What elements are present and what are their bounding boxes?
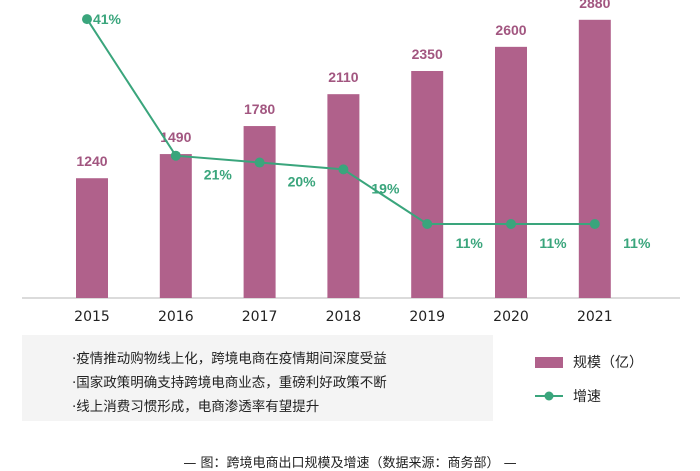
- legend-line-label: 增速: [573, 389, 601, 405]
- growth-label-2020: 11%: [539, 235, 567, 251]
- bar-label-2018: 2110: [328, 69, 359, 85]
- bar-label-2020: 2600: [495, 22, 526, 38]
- bar-label-2017: 1780: [244, 101, 275, 117]
- x-tick-2018: 2018: [326, 309, 362, 325]
- bar-2016: [159, 154, 192, 298]
- legend-bar-label: 规模（亿）: [573, 355, 643, 371]
- legend-line: 增速: [535, 386, 601, 406]
- bar-2018: [327, 94, 360, 298]
- x-tick-2021: 2021: [577, 309, 613, 325]
- growth-label-2021: 11%: [623, 235, 651, 251]
- growth-point-2016: [170, 150, 181, 161]
- growth-label-2015: 41%: [93, 11, 122, 27]
- bar-2021: [578, 19, 611, 299]
- growth-point-2019: [422, 219, 433, 229]
- note-item: ·疫情推动购物线上化，跨境电商在疫情期间深度受益: [72, 351, 387, 367]
- x-tick-2016: 2016: [158, 309, 194, 325]
- note-item: ·国家政策明确支持跨境电商业态，重磅利好政策不断: [72, 375, 387, 391]
- growth-point-2017: [254, 157, 265, 168]
- figure-caption: — 图：跨境电商出口规模及增速（数据来源：商务部） —: [183, 456, 517, 471]
- x-tick-2017: 2017: [242, 309, 278, 325]
- bar-label-2016: 1490: [160, 129, 191, 145]
- x-tick-2015: 2015: [74, 309, 110, 325]
- legend-line-marker-icon: [535, 391, 563, 401]
- growth-label-2019: 11%: [456, 235, 484, 251]
- bar-label-2019: 2350: [412, 46, 443, 62]
- x-tick-2020: 2020: [493, 309, 529, 325]
- legend-bar: 规模（亿）: [535, 352, 643, 372]
- bar-label-2015: 1240: [76, 153, 107, 169]
- growth-point-2020: [506, 219, 516, 229]
- growth-label-2018: 19%: [371, 180, 400, 196]
- growth-point-2021: [589, 219, 600, 229]
- bar-label-2021: 2880: [579, 0, 610, 11]
- bar-2019: [411, 70, 444, 299]
- bar-2015: [76, 178, 108, 298]
- notes-box: ·疫情推动购物线上化，跨境电商在疫情期间深度受益 ·国家政策明确支持跨境电商业态…: [22, 335, 493, 421]
- bar-2017: [243, 126, 276, 298]
- chart: 1240 2015 1490 2016 1780 2017 2110 2018 2350 2019…: [22, 0, 680, 325]
- growth-label-2017: 20%: [288, 174, 317, 190]
- legend-bar-swatch: [535, 356, 563, 368]
- bar-2020: [495, 46, 527, 299]
- note-item: ·线上消费习惯形成，电商渗透率有望提升: [72, 399, 320, 415]
- x-tick-2019: 2019: [409, 309, 445, 325]
- growth-label-2016: 21%: [204, 167, 233, 183]
- growth-point-2015: [82, 14, 92, 25]
- growth-point-2018: [338, 164, 349, 175]
